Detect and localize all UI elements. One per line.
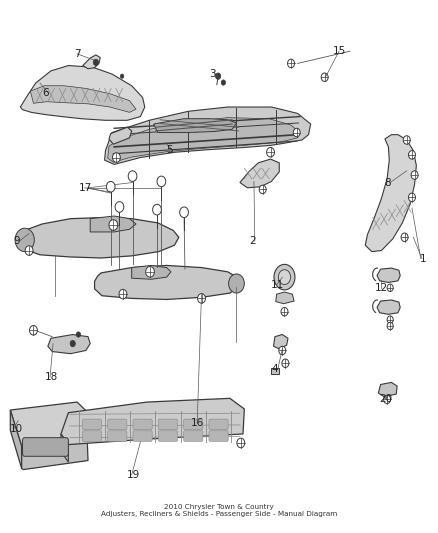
Text: 2010 Chrysler Town & Country
Adjusters, Recliners & Shields - Passenger Side - M: 2010 Chrysler Town & Country Adjusters, … (101, 504, 337, 518)
Circle shape (229, 274, 244, 293)
Circle shape (411, 171, 418, 179)
Circle shape (279, 270, 290, 285)
Circle shape (29, 326, 37, 335)
Text: 11: 11 (271, 280, 284, 290)
Polygon shape (153, 119, 237, 133)
Circle shape (237, 438, 245, 448)
Text: 4: 4 (272, 364, 278, 374)
Polygon shape (105, 107, 311, 165)
Polygon shape (274, 335, 288, 349)
Text: 7: 7 (74, 49, 81, 59)
Circle shape (146, 266, 154, 277)
Text: 15: 15 (332, 46, 346, 56)
Circle shape (106, 181, 115, 192)
FancyBboxPatch shape (184, 431, 203, 441)
FancyBboxPatch shape (209, 419, 228, 430)
Circle shape (387, 284, 393, 292)
Circle shape (113, 153, 120, 163)
Polygon shape (11, 402, 88, 446)
FancyBboxPatch shape (184, 419, 203, 430)
Polygon shape (30, 86, 136, 112)
Circle shape (387, 322, 393, 330)
Circle shape (76, 332, 81, 337)
Circle shape (180, 207, 188, 217)
FancyBboxPatch shape (158, 431, 177, 441)
Circle shape (120, 74, 124, 78)
Circle shape (293, 128, 300, 137)
Circle shape (384, 395, 391, 403)
Circle shape (70, 341, 75, 347)
Polygon shape (21, 438, 88, 470)
Text: 2: 2 (250, 236, 256, 246)
Circle shape (157, 176, 166, 187)
Polygon shape (18, 217, 179, 258)
Circle shape (25, 246, 33, 255)
Circle shape (115, 201, 124, 212)
Text: 8: 8 (384, 177, 391, 188)
Polygon shape (132, 265, 171, 279)
FancyBboxPatch shape (108, 431, 127, 441)
Polygon shape (95, 265, 239, 300)
Text: 17: 17 (78, 183, 92, 193)
Polygon shape (276, 292, 294, 304)
Circle shape (387, 316, 393, 324)
Text: 9: 9 (14, 236, 21, 246)
Circle shape (93, 59, 99, 66)
Circle shape (288, 59, 294, 68)
Circle shape (221, 80, 226, 85)
Text: 12: 12 (375, 283, 389, 293)
Circle shape (267, 148, 275, 157)
Circle shape (279, 346, 286, 355)
Text: 3: 3 (209, 69, 216, 78)
Circle shape (259, 185, 266, 193)
Polygon shape (61, 434, 68, 462)
FancyBboxPatch shape (82, 431, 102, 441)
Circle shape (282, 359, 289, 368)
Circle shape (128, 171, 137, 181)
Circle shape (403, 136, 410, 144)
Circle shape (119, 289, 127, 299)
FancyBboxPatch shape (133, 431, 152, 441)
Polygon shape (48, 335, 90, 354)
FancyBboxPatch shape (158, 419, 177, 430)
Circle shape (321, 73, 328, 82)
Polygon shape (90, 216, 136, 232)
Circle shape (215, 73, 221, 79)
Text: 19: 19 (127, 470, 140, 480)
Circle shape (409, 151, 416, 159)
Polygon shape (377, 300, 400, 314)
Polygon shape (377, 268, 400, 282)
Circle shape (281, 308, 288, 316)
Polygon shape (108, 118, 300, 163)
Polygon shape (365, 135, 417, 252)
Circle shape (109, 220, 118, 230)
Polygon shape (61, 398, 244, 445)
Text: 18: 18 (44, 372, 58, 382)
Circle shape (15, 228, 34, 252)
Text: 20: 20 (380, 394, 393, 405)
FancyBboxPatch shape (82, 419, 102, 430)
FancyBboxPatch shape (22, 438, 68, 456)
Polygon shape (240, 159, 279, 188)
FancyBboxPatch shape (133, 419, 152, 430)
FancyBboxPatch shape (108, 419, 127, 430)
Circle shape (198, 294, 205, 303)
Circle shape (152, 204, 161, 215)
Polygon shape (271, 368, 279, 374)
Circle shape (409, 193, 416, 201)
Circle shape (401, 233, 408, 241)
Polygon shape (109, 127, 132, 144)
Polygon shape (11, 410, 21, 469)
Polygon shape (20, 66, 145, 120)
Text: 6: 6 (42, 88, 49, 98)
FancyBboxPatch shape (209, 431, 228, 441)
Polygon shape (378, 382, 397, 397)
Text: 10: 10 (10, 424, 22, 434)
Polygon shape (83, 55, 100, 69)
Text: 1: 1 (420, 254, 427, 263)
Circle shape (274, 264, 295, 290)
Text: 16: 16 (191, 418, 204, 429)
Text: 5: 5 (166, 144, 173, 155)
